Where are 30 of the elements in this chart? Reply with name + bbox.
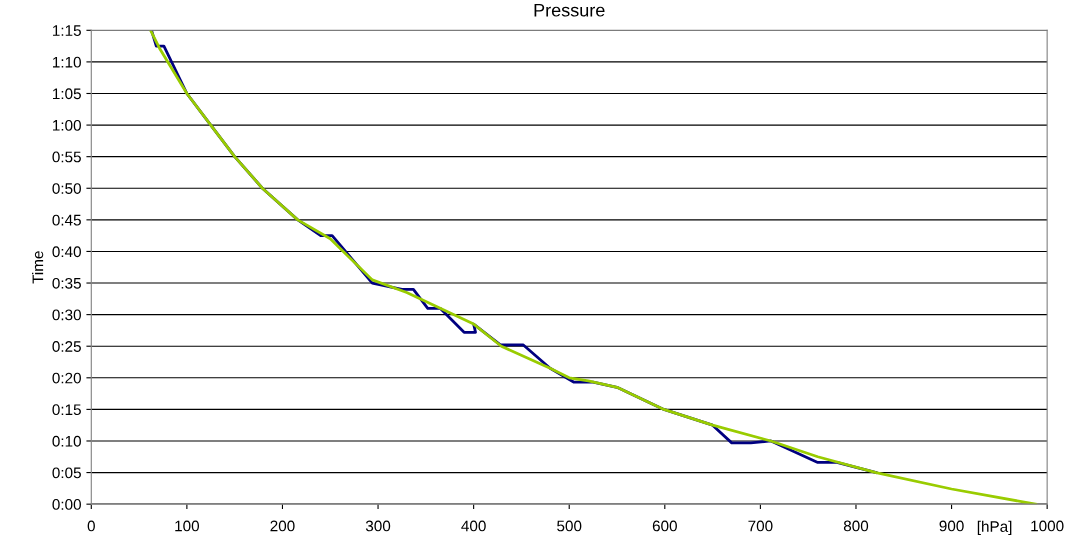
y-tick-label: 0:05 [52,467,81,479]
y-tick-label: 0:00 [52,499,81,510]
x-tick-label: 800 [843,520,869,532]
x-tick-label: 500 [557,520,582,532]
x-tick-label: 1000 [1031,520,1064,532]
x-tick-label: 400 [461,520,486,532]
x-tick-label: 100 [175,520,200,532]
y-tick-label: 0:50 [52,183,81,194]
y-tick-label: 0:35 [52,277,81,289]
x-tick-label: 600 [652,520,677,532]
y-tick-label: 1:05 [53,88,81,100]
y-tick-label: 0:30 [52,309,81,321]
y-tick-label: 1:15 [53,25,81,36]
y-tick-label: 0:10 [52,435,81,447]
y-tick-label: 1:00 [53,119,81,131]
y-tick-label: 0:40 [52,246,81,258]
y-tick-label: 0:45 [52,214,81,226]
x-tick-label: 900 [939,520,964,532]
y-tick-label: 0:55 [52,151,81,163]
x-axis-title: [hPa] [977,520,1012,535]
chart-title: Pressure [534,3,605,17]
x-tick-label: 200 [270,520,295,532]
y-tick-label: 0:25 [52,341,81,352]
y-tick-label: 0:15 [52,404,81,416]
y-axis-title: Time [32,251,44,284]
x-tick-label: 700 [748,520,773,532]
x-tick-label: 0 [87,520,95,532]
y-tick-label: 1:10 [53,56,81,68]
x-tick-label: 300 [365,520,391,532]
y-tick-label: 0:20 [52,372,81,384]
